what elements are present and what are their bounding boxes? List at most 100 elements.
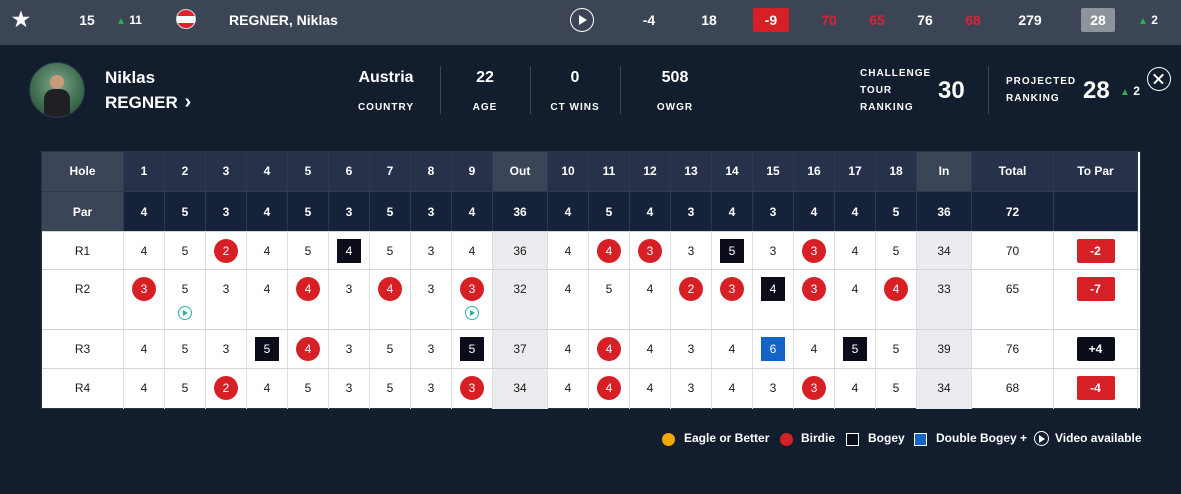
score-cell: 5 bbox=[370, 330, 411, 368]
player-last-name[interactable]: REGNER bbox=[105, 93, 178, 112]
score-cell: 4 bbox=[548, 369, 589, 409]
legend-bogey: Bogey bbox=[868, 431, 905, 445]
score-value: 3 bbox=[769, 381, 777, 395]
up-arrow-icon: ▲ bbox=[1138, 16, 1148, 27]
score-value: 5 bbox=[181, 381, 189, 395]
stat-owgr: 508 OWGR bbox=[640, 68, 710, 113]
label-line: RANKING bbox=[860, 102, 914, 113]
video-icon[interactable] bbox=[178, 306, 192, 320]
par-row: Par 4 5 3 4 5 3 5 3 4 36 4 5 4 3 4 3 4 4 5 36 72 bbox=[42, 191, 1140, 231]
score-cell: 4 bbox=[288, 270, 329, 329]
hole-header-row: Hole 1 2 3 4 5 6 7 8 9 Out 10 11 12 13 14 15 16 17 18 In Tota… bbox=[42, 152, 1140, 191]
score-value: 3 bbox=[427, 244, 435, 258]
score-cell: 5 bbox=[452, 330, 493, 368]
score-value: 32 bbox=[513, 282, 527, 296]
score-value: 4 bbox=[337, 239, 361, 263]
legend-eagle: Eagle or Better bbox=[684, 431, 770, 445]
score-value: 5 bbox=[720, 239, 744, 263]
hole-header-cell: 12 bbox=[630, 152, 671, 191]
stat-label: OWGR bbox=[656, 102, 694, 113]
score-value: 4 bbox=[564, 342, 572, 356]
score-value: 3 bbox=[222, 342, 230, 356]
score-value: 3 bbox=[802, 239, 826, 263]
player-profile-link[interactable]: REGNER › bbox=[105, 91, 191, 114]
score-cell: 37 bbox=[493, 330, 548, 368]
score-cell: 3 bbox=[794, 369, 835, 409]
score-value: -7 bbox=[1076, 277, 1115, 301]
score-cell: +4 bbox=[1054, 330, 1138, 368]
par-cell: 3 bbox=[671, 191, 712, 231]
score-value: 5 bbox=[386, 381, 394, 395]
score-cell: 5 bbox=[288, 232, 329, 269]
score-cell: 5 bbox=[370, 232, 411, 269]
score-value: 36 bbox=[513, 244, 527, 258]
player-first-name: Niklas bbox=[105, 68, 156, 87]
label-line: PROJECTED bbox=[1006, 76, 1077, 87]
score-value: 5 bbox=[304, 381, 312, 395]
score-value: 4 bbox=[263, 381, 271, 395]
score-cell: 2 bbox=[206, 232, 247, 269]
score-cell: 5 bbox=[165, 232, 206, 269]
player-name[interactable]: REGNER, Niklas bbox=[229, 12, 338, 28]
score-cell: 68 bbox=[972, 369, 1054, 409]
hole-header-cell: To Par bbox=[1054, 152, 1138, 191]
score-cell: 5 bbox=[370, 369, 411, 409]
score-cell: 4 bbox=[370, 270, 411, 329]
score-value: 2 bbox=[679, 277, 703, 301]
hole-header-cell: 16 bbox=[794, 152, 835, 191]
score-value: 3 bbox=[687, 381, 695, 395]
score-value: 3 bbox=[720, 277, 744, 301]
stat-label: AGE bbox=[472, 102, 498, 113]
score-value: 3 bbox=[802, 277, 826, 301]
projected-position: 28 bbox=[1081, 8, 1115, 32]
score-cell: 3 bbox=[411, 369, 452, 409]
score-cell: 2 bbox=[671, 270, 712, 329]
score-cell: 3 bbox=[206, 270, 247, 329]
par-cell: 4 bbox=[452, 191, 493, 231]
hole-header-cell: 8 bbox=[411, 152, 452, 191]
total-score: 279 bbox=[1018, 12, 1042, 28]
score-cell: 5 bbox=[288, 369, 329, 409]
score-cell: 4 bbox=[247, 369, 288, 409]
score-value: 3 bbox=[802, 376, 826, 400]
score-cell: 3 bbox=[329, 330, 370, 368]
round-1-score: 70 bbox=[821, 12, 837, 28]
par-cell: 72 bbox=[972, 191, 1054, 231]
score-value: 4 bbox=[564, 244, 572, 258]
double-bogey-legend-icon bbox=[914, 433, 927, 446]
score-cell: 4 bbox=[329, 232, 370, 269]
video-icon[interactable] bbox=[465, 306, 479, 320]
score-cell: 4 bbox=[288, 330, 329, 368]
round-row: R3 4 5 3 5 4 3 5 3 5 37 4 4 4 3 4 6 4 5 5 39 76 +4 bbox=[42, 329, 1140, 368]
score-cell: 5 bbox=[835, 330, 876, 368]
close-icon[interactable] bbox=[1147, 67, 1171, 91]
score-value: -4 bbox=[1076, 376, 1115, 400]
score-value: 5 bbox=[460, 337, 484, 361]
birdie-legend-icon bbox=[780, 433, 793, 446]
score-cell: 3 bbox=[206, 330, 247, 368]
score-cell: 5 bbox=[712, 232, 753, 269]
score-value: 76 bbox=[1005, 342, 1020, 356]
star-icon[interactable]: ★ bbox=[12, 9, 30, 31]
score-value: 3 bbox=[427, 282, 435, 296]
score-value: 4 bbox=[851, 244, 859, 258]
score-cell: 4 bbox=[712, 330, 753, 368]
score-value: 5 bbox=[386, 342, 394, 356]
player-summary-row[interactable]: ★ 15 ▲ 11 REGNER, Niklas -4 18 -9 70 65 … bbox=[0, 0, 1181, 45]
score-cell: -7 bbox=[1054, 270, 1138, 329]
par-cell: 4 bbox=[247, 191, 288, 231]
hole-header-cell: 1 bbox=[124, 152, 165, 191]
play-icon[interactable] bbox=[570, 8, 594, 32]
score-value: 5 bbox=[892, 342, 900, 356]
score-cell: 3 bbox=[753, 232, 794, 269]
score-value: 4 bbox=[597, 239, 621, 263]
stat-value: 22 bbox=[476, 69, 494, 86]
stat-value: 0 bbox=[570, 69, 580, 86]
chevron-right-icon[interactable]: › bbox=[184, 91, 192, 113]
score-value: 4 bbox=[564, 381, 572, 395]
score-cell: 5 bbox=[165, 270, 206, 329]
par-cell: 5 bbox=[165, 191, 206, 231]
score-cell: 4 bbox=[630, 270, 671, 329]
score-value: 3 bbox=[460, 376, 484, 400]
score-value: 4 bbox=[761, 277, 785, 301]
